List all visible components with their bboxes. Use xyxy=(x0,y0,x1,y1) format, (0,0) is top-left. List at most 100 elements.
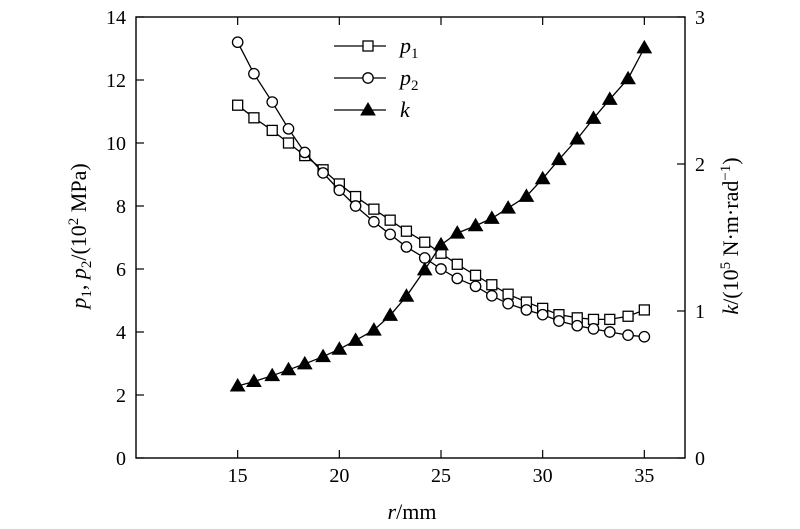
y-left-tick-label: 6 xyxy=(116,259,126,281)
legend-item-p2: p2 xyxy=(334,65,419,94)
data-point-k xyxy=(347,332,364,346)
data-point-p1 xyxy=(384,214,396,226)
data-point-p2 xyxy=(231,36,244,49)
data-point-k xyxy=(229,377,246,392)
data-point-k xyxy=(433,236,449,251)
data-point-p1 xyxy=(486,279,498,291)
legend-item-p1: p1 xyxy=(334,33,419,62)
x-tick-label: 15 xyxy=(228,465,248,487)
data-point-k xyxy=(280,361,297,376)
x-axis-title: r/mm xyxy=(388,499,437,524)
legend-marker-p2 xyxy=(362,72,374,84)
data-point-p2 xyxy=(435,263,447,275)
data-point-k xyxy=(500,200,516,214)
data-point-k xyxy=(416,261,433,276)
data-point-p2 xyxy=(266,96,279,108)
data-point-k xyxy=(449,225,466,239)
data-point-p2 xyxy=(333,184,346,197)
axes xyxy=(135,16,686,459)
y-left-tick-label: 8 xyxy=(116,196,126,218)
plot-frame xyxy=(135,16,686,459)
data-point-p1 xyxy=(419,236,431,248)
data-point-p2 xyxy=(622,329,634,341)
x-tick-label: 30 xyxy=(533,465,553,487)
data-point-k xyxy=(331,341,348,355)
data-point-k xyxy=(467,217,484,232)
data-point-k xyxy=(636,39,653,54)
legend-label-k: k xyxy=(400,97,411,122)
series-p1 xyxy=(232,99,650,326)
x-tick-label: 35 xyxy=(634,465,654,487)
x-tick-label: 25 xyxy=(431,465,451,487)
series-layer xyxy=(229,36,653,392)
data-point-p1 xyxy=(400,225,413,237)
data-point-k xyxy=(382,307,399,321)
x-tick-label: 20 xyxy=(329,465,349,487)
data-point-p1 xyxy=(368,203,380,215)
series-line-k xyxy=(237,47,645,387)
data-point-k xyxy=(620,70,636,85)
data-point-p1 xyxy=(587,313,600,326)
data-point-k xyxy=(569,131,586,145)
series-line-p2 xyxy=(237,41,645,338)
legend-item-k: k xyxy=(334,97,411,122)
y-left-tick-label: 0 xyxy=(116,448,126,470)
y-right-tick-label: 0 xyxy=(695,448,705,470)
data-point-k xyxy=(315,348,331,363)
y-left-tick-label: 14 xyxy=(106,7,126,29)
data-point-p1 xyxy=(232,99,244,111)
data-point-p2 xyxy=(603,326,616,338)
data-point-p2 xyxy=(469,280,482,293)
data-point-p1 xyxy=(638,304,650,316)
y-left-tick-label: 4 xyxy=(116,322,126,344)
y-right-tick-label: 3 xyxy=(695,7,705,29)
data-point-k xyxy=(246,373,262,388)
data-point-p2 xyxy=(282,122,295,135)
legend: p1 p2 k xyxy=(334,33,419,122)
data-point-k xyxy=(296,355,313,370)
data-point-p2 xyxy=(451,272,464,285)
data-point-k xyxy=(585,110,602,124)
data-point-p2 xyxy=(553,315,565,327)
data-point-p2 xyxy=(248,67,260,80)
data-point-p2 xyxy=(571,319,584,332)
data-point-p2 xyxy=(368,215,380,228)
data-point-p2 xyxy=(349,200,362,212)
legend-marker-k xyxy=(360,102,376,116)
data-point-p2 xyxy=(317,167,329,179)
y-right-tick-label: 2 xyxy=(695,154,705,176)
data-point-p2 xyxy=(384,228,397,241)
data-point-p1 xyxy=(604,313,616,326)
data-point-p2 xyxy=(638,330,651,343)
data-point-p1 xyxy=(469,269,482,281)
series-p2 xyxy=(231,36,651,343)
data-point-p2 xyxy=(298,146,311,159)
data-point-p2 xyxy=(400,241,413,253)
data-point-p1 xyxy=(622,310,634,322)
data-point-k xyxy=(483,210,500,224)
data-point-p1 xyxy=(451,258,463,270)
series-line-p1 xyxy=(237,104,645,321)
data-point-k xyxy=(366,322,382,336)
data-point-k xyxy=(398,288,415,302)
y-right-tick-label: 1 xyxy=(695,301,705,323)
data-point-k xyxy=(264,367,281,382)
data-point-p2 xyxy=(536,308,549,321)
data-point-k xyxy=(518,188,535,202)
data-point-p2 xyxy=(418,252,431,264)
legend-marker-p1 xyxy=(362,40,374,52)
data-point-p2 xyxy=(485,289,498,302)
y-left-tick-label: 10 xyxy=(106,133,126,155)
data-point-p2 xyxy=(587,322,600,335)
data-point-p1 xyxy=(248,112,260,124)
data-point-p2 xyxy=(502,297,514,310)
data-point-p1 xyxy=(266,124,278,137)
data-point-k xyxy=(534,170,551,185)
y-axis-left-title: p1, p2/(102 MPa) xyxy=(66,163,95,310)
series-k xyxy=(229,39,653,392)
data-point-k xyxy=(551,151,567,166)
y-axis-right-title: k/(105 N·m·rad−1) xyxy=(718,157,743,314)
data-point-p2 xyxy=(520,304,533,316)
